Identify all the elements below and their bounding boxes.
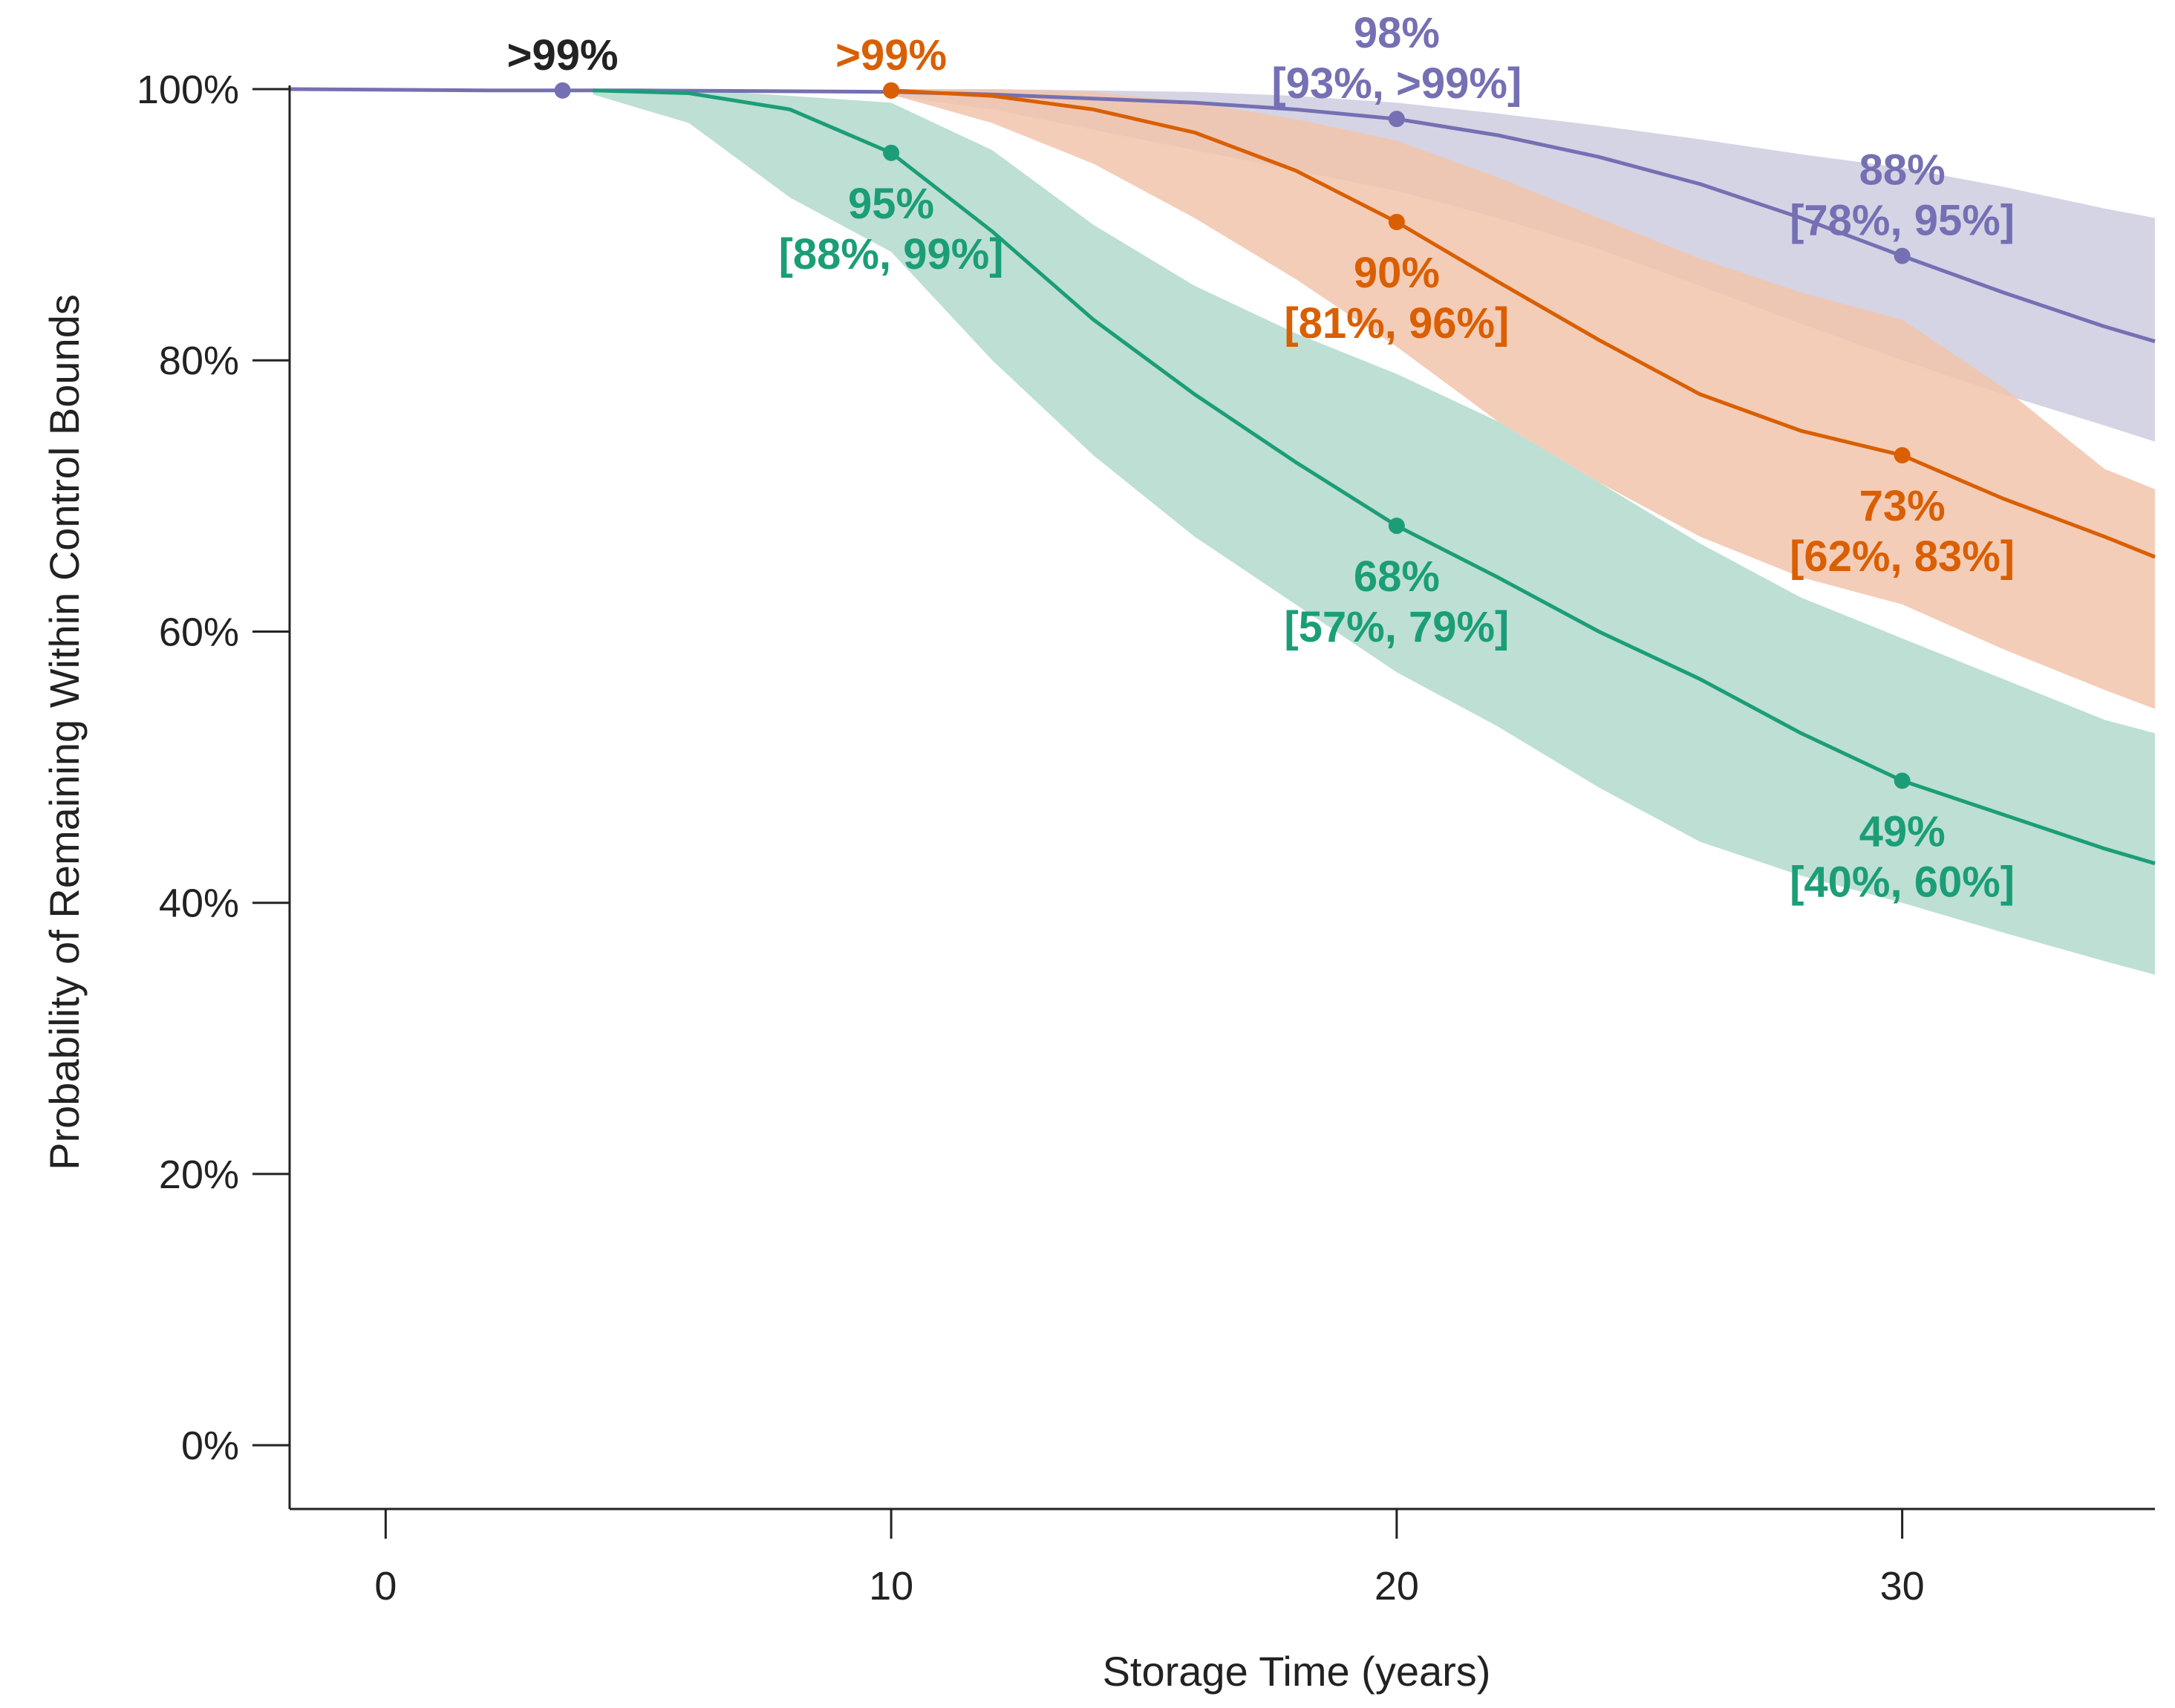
data-point-3 bbox=[883, 144, 900, 161]
confidence-band-2 bbox=[891, 89, 2155, 709]
data-points bbox=[554, 82, 1911, 789]
data-point-2 bbox=[1388, 213, 1405, 230]
annotation-label: >99% bbox=[507, 31, 619, 79]
x-tick-label: 20 bbox=[1375, 1564, 1419, 1608]
y-tick-label: 100% bbox=[137, 68, 239, 112]
annotation-label: 98% bbox=[1354, 9, 1440, 57]
annotation-label: [78%, 95%] bbox=[1790, 197, 2015, 245]
annotation-label: [88%, 99%] bbox=[779, 230, 1004, 278]
annotation-label: 49% bbox=[1859, 807, 1946, 855]
annotation-label: 95% bbox=[848, 180, 934, 228]
y-axis-title: Probability of Remaining Within Control … bbox=[41, 294, 88, 1170]
y-tick-label: 20% bbox=[159, 1153, 239, 1197]
data-point-3 bbox=[1894, 772, 1911, 789]
axes bbox=[288, 85, 2155, 1510]
confidence-band-1 bbox=[891, 89, 2155, 442]
x-axis-title: Storage Time (years) bbox=[1103, 1648, 1491, 1695]
y-tick-label: 60% bbox=[159, 610, 239, 654]
annotation-label: 73% bbox=[1859, 482, 1946, 530]
point-annotations: >99% >99% 98%[93%, >99%]88%[78%, 95%]95%[8… bbox=[507, 9, 2015, 906]
x-tick-label: 30 bbox=[1880, 1564, 1925, 1608]
confidence-band-3 bbox=[593, 89, 2155, 975]
y-axis-ticks: 0% 20% 40% 60% 80% 100% bbox=[137, 68, 290, 1468]
annotation-label: 88% bbox=[1859, 146, 1946, 195]
x-axis-ticks: 0 10 20 30 bbox=[374, 1509, 1925, 1608]
y-tick-label: 0% bbox=[181, 1424, 239, 1468]
annotation-label: [93%, >99%] bbox=[1271, 59, 1522, 108]
x-tick-label: 10 bbox=[869, 1564, 913, 1608]
annotation-label: [62%, 83%] bbox=[1790, 532, 2015, 581]
data-point-2 bbox=[1894, 447, 1911, 464]
series-line-2 bbox=[890, 88, 2156, 559]
data-point-3 bbox=[1388, 518, 1405, 535]
annotation-label: >99% bbox=[835, 31, 947, 79]
y-tick-label: 40% bbox=[159, 881, 239, 926]
confidence-bands bbox=[593, 89, 2155, 975]
annotation-label: 68% bbox=[1354, 553, 1440, 601]
annotation-label: [81%, 96%] bbox=[1284, 299, 1509, 348]
data-point-2 bbox=[883, 82, 900, 99]
annotation-label: [57%, 79%] bbox=[1284, 603, 1509, 651]
data-point-1 bbox=[554, 82, 571, 99]
data-point-1 bbox=[1388, 111, 1405, 128]
y-tick-label: 80% bbox=[159, 339, 239, 383]
data-point-1 bbox=[1894, 247, 1911, 264]
x-tick-label: 0 bbox=[374, 1564, 397, 1608]
annotation-label: [40%, 60%] bbox=[1790, 858, 2015, 906]
annotation-label: 90% bbox=[1354, 249, 1440, 297]
